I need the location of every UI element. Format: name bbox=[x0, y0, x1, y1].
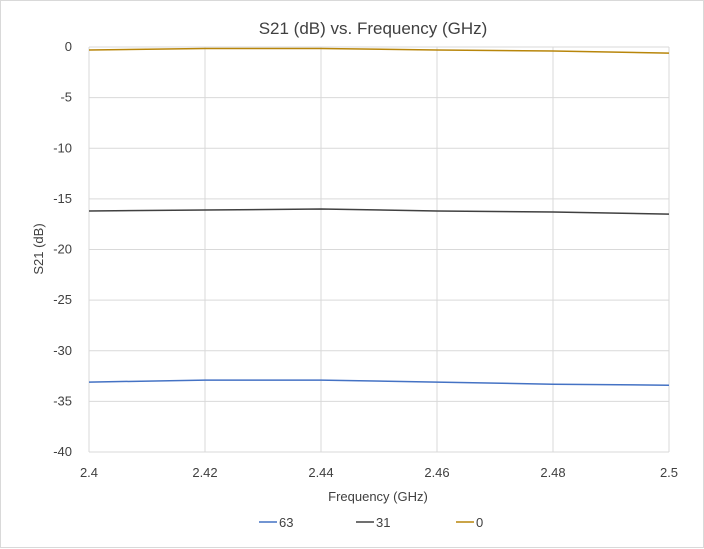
y-tick-label: -15 bbox=[53, 191, 72, 206]
x-tick-label: 2.46 bbox=[424, 465, 449, 480]
y-tick-label: -5 bbox=[60, 90, 72, 105]
y-tick-label: -10 bbox=[53, 140, 72, 155]
x-tick-label: 2.42 bbox=[192, 465, 217, 480]
y-tick-label: -25 bbox=[53, 292, 72, 307]
x-tick-label: 2.5 bbox=[660, 465, 678, 480]
grid-layer bbox=[88, 46, 670, 453]
x-tick-label: 2.44 bbox=[308, 465, 333, 480]
x-tick-label: 2.4 bbox=[80, 465, 98, 480]
x-tick-label: 2.48 bbox=[540, 465, 565, 480]
y-tick-label: -30 bbox=[53, 343, 72, 358]
y-axis-title: S21 (dB) bbox=[31, 223, 46, 274]
y-tick-label: -40 bbox=[53, 444, 72, 459]
x-axis-title: Frequency (GHz) bbox=[328, 489, 428, 504]
chart-title: S21 (dB) vs. Frequency (GHz) bbox=[259, 19, 488, 38]
series-line-0 bbox=[88, 47, 670, 54]
legend: 63 31 0 bbox=[259, 515, 483, 530]
legend-label-0: 0 bbox=[476, 515, 483, 530]
y-tick-label: -35 bbox=[53, 393, 72, 408]
legend-label-31: 31 bbox=[376, 515, 390, 530]
y-tick-label: -20 bbox=[53, 242, 72, 257]
series-line-63 bbox=[88, 379, 670, 386]
series-layer bbox=[88, 47, 670, 386]
tick-layer: 0 -5 -10 -15 -20 -25 -30 -35 -40 2.4 2.42 2.44 2.46 2… bbox=[53, 39, 678, 480]
y-tick-label: 0 bbox=[65, 39, 72, 54]
series-line-31 bbox=[88, 208, 670, 215]
legend-label-63: 63 bbox=[279, 515, 293, 530]
